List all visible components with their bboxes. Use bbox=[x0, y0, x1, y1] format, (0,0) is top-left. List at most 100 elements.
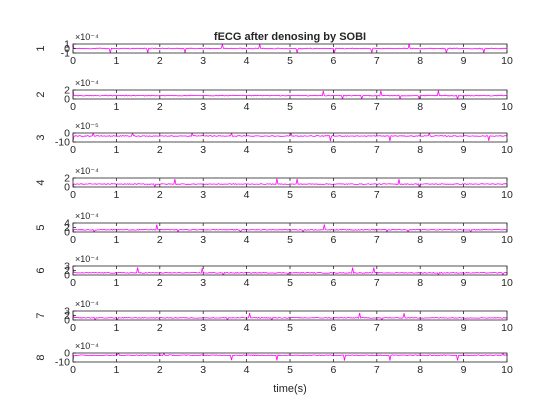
x-tick-label: 8 bbox=[417, 189, 423, 201]
x-tick-label: 1 bbox=[113, 234, 119, 246]
x-tick-label: 6 bbox=[330, 189, 336, 201]
x-tick-label: 3 bbox=[200, 101, 206, 113]
x-tick-label: 10 bbox=[501, 101, 513, 113]
x-tick-label: 0 bbox=[70, 55, 76, 67]
x-tick-label: 8 bbox=[417, 322, 423, 334]
channel-label: 6 bbox=[35, 267, 47, 273]
y-exponent-label: ×10⁻⁴ bbox=[75, 32, 99, 42]
y-tick-label: 1 bbox=[64, 39, 70, 51]
channel-label: 8 bbox=[35, 354, 47, 360]
x-tick-label: 4 bbox=[244, 101, 250, 113]
x-tick-label: 2 bbox=[157, 55, 163, 67]
x-tick-label: 3 bbox=[200, 55, 206, 67]
y-exponent-label: ×10⁻⁴ bbox=[75, 211, 99, 221]
y-tick-label: 2 bbox=[64, 310, 70, 322]
x-tick-label: 10 bbox=[501, 55, 513, 67]
y-tick-label: 3 bbox=[64, 306, 70, 318]
chart-title: fECG after denosing by SOBI bbox=[214, 31, 366, 43]
x-tick-label: 4 bbox=[244, 234, 250, 246]
x-tick-label: 4 bbox=[244, 277, 250, 289]
channel-label: 3 bbox=[35, 134, 47, 140]
channel-label: 4 bbox=[35, 179, 47, 185]
y-tick-label: 0 bbox=[64, 227, 70, 239]
x-tick-label: 3 bbox=[200, 364, 206, 376]
x-tick-label: 9 bbox=[461, 277, 467, 289]
x-tick-label: 4 bbox=[244, 144, 250, 156]
x-tick-label: 1 bbox=[113, 322, 119, 334]
x-tick-label: 8 bbox=[417, 234, 423, 246]
y-tick-label: 2 bbox=[64, 265, 70, 277]
x-tick-label: 8 bbox=[417, 144, 423, 156]
y-tick-label: 0 bbox=[64, 94, 70, 106]
y-tick-label: 2 bbox=[64, 85, 70, 97]
x-tick-label: 3 bbox=[200, 277, 206, 289]
x-tick-label: 2 bbox=[157, 144, 163, 156]
y-tick-label: 0 bbox=[64, 315, 70, 327]
x-tick-label: 5 bbox=[287, 101, 293, 113]
x-tick-label: 2 bbox=[157, 101, 163, 113]
signal-line-ch2 bbox=[73, 90, 507, 99]
x-tick-label: 7 bbox=[374, 277, 380, 289]
x-tick-label: 8 bbox=[417, 55, 423, 67]
x-tick-label: 6 bbox=[330, 101, 336, 113]
x-tick-label: 1 bbox=[113, 55, 119, 67]
signal-line-ch4 bbox=[73, 178, 507, 187]
x-tick-label: 10 bbox=[501, 189, 513, 201]
x-tick-label: 2 bbox=[157, 189, 163, 201]
x-tick-label: 6 bbox=[330, 322, 336, 334]
x-tick-label: 7 bbox=[374, 144, 380, 156]
x-tick-label: 6 bbox=[330, 144, 336, 156]
x-tick-label: 9 bbox=[461, 322, 467, 334]
x-tick-label: 10 bbox=[501, 144, 513, 156]
channel-label: 5 bbox=[35, 224, 47, 230]
x-tick-label: 5 bbox=[287, 144, 293, 156]
x-tick-label: 4 bbox=[244, 322, 250, 334]
x-tick-label: 7 bbox=[374, 234, 380, 246]
x-tick-label: 5 bbox=[287, 234, 293, 246]
channel-label: 2 bbox=[35, 91, 47, 97]
x-tick-label: 1 bbox=[113, 189, 119, 201]
x-tick-label: 10 bbox=[501, 364, 513, 376]
x-tick-label: 3 bbox=[200, 189, 206, 201]
x-tick-label: 6 bbox=[330, 55, 336, 67]
x-tick-label: 7 bbox=[374, 364, 380, 376]
x-tick-label: 7 bbox=[374, 55, 380, 67]
x-tick-label: 6 bbox=[330, 234, 336, 246]
x-tick-label: 0 bbox=[70, 189, 76, 201]
y-exponent-label: ×10⁻⁴ bbox=[75, 78, 99, 88]
x-tick-label: 2 bbox=[157, 322, 163, 334]
y-tick-label: 2 bbox=[64, 222, 70, 234]
y-tick-label: 0 bbox=[64, 182, 70, 194]
y-tick-label: -10 bbox=[55, 357, 70, 369]
y-tick-label: -1 bbox=[61, 48, 70, 60]
y-exponent-label: ×10⁻⁵ bbox=[75, 121, 99, 131]
channel-label: 7 bbox=[35, 312, 47, 318]
x-tick-label: 7 bbox=[374, 322, 380, 334]
y-tick-label: 3 bbox=[64, 261, 70, 273]
x-tick-label: 4 bbox=[244, 55, 250, 67]
x-tick-label: 9 bbox=[461, 101, 467, 113]
x-tick-label: 5 bbox=[287, 322, 293, 334]
x-tick-label: 9 bbox=[461, 364, 467, 376]
x-tick-label: 5 bbox=[287, 55, 293, 67]
x-tick-label: 1 bbox=[113, 364, 119, 376]
x-tick-label: 0 bbox=[70, 101, 76, 113]
x-tick-label: 7 bbox=[374, 101, 380, 113]
x-tick-label: 9 bbox=[461, 144, 467, 156]
x-tick-label: 0 bbox=[70, 322, 76, 334]
y-tick-label: 0 bbox=[64, 128, 70, 140]
x-tick-label: 3 bbox=[200, 234, 206, 246]
x-tick-label: 8 bbox=[417, 364, 423, 376]
x-tick-label: 5 bbox=[287, 364, 293, 376]
x-tick-label: 1 bbox=[113, 101, 119, 113]
x-tick-label: 10 bbox=[501, 322, 513, 334]
x-tick-label: 0 bbox=[70, 364, 76, 376]
x-tick-label: 10 bbox=[501, 234, 513, 246]
x-tick-label: 4 bbox=[244, 189, 250, 201]
y-exponent-label: ×10⁻⁴ bbox=[75, 341, 99, 351]
